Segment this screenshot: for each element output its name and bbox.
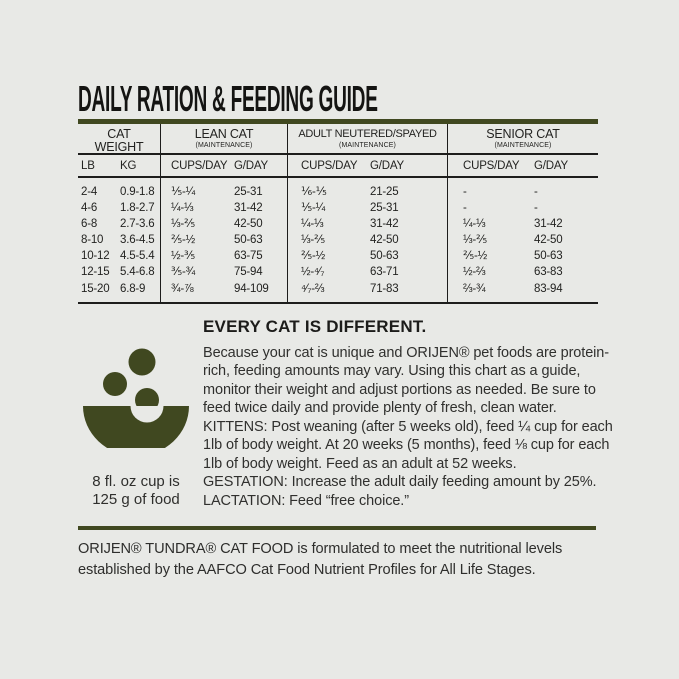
gestation-note: GESTATION: Increase the adult daily feed… <box>203 474 597 491</box>
feeding-table: CAT WEIGHT LEAN CAT (MAINTENANCE) ADULT … <box>78 119 598 304</box>
table-cell: 50-63 <box>234 234 263 247</box>
table-cell: ⁴⁄₇-⅔ <box>287 280 366 302</box>
col-header-lb: LB <box>78 155 118 178</box>
table-cell: - <box>447 178 521 201</box>
info-heading: EVERY CAT IS DIFFERENT. <box>203 316 427 336</box>
table-cell: ⅙-⅕ <box>287 178 366 201</box>
table-cell: 83-94 <box>534 282 563 295</box>
info-text: EVERY CAT IS DIFFERENT. Because your cat… <box>203 317 617 511</box>
table-cell: ⅔-¾ <box>447 280 521 302</box>
table-cell: 2-4 <box>81 186 98 198</box>
page-title: DAILY RATION & FEEDING GUIDE <box>78 78 378 119</box>
table-cell: - <box>447 200 521 217</box>
table-cell: ⅖-½ <box>447 248 521 265</box>
table-cell: 42-50 <box>370 234 399 247</box>
table-cell: ⅗-¾ <box>160 264 224 281</box>
group-label: SENIOR CAT <box>486 127 560 141</box>
table-cell: 42-50 <box>534 234 563 247</box>
table-cell: ¼-⅓ <box>447 216 521 233</box>
col-header-cups: CUPS/DAY <box>287 155 366 178</box>
col-header-gday: G/DAY <box>521 155 598 178</box>
table-cell: ⅖-½ <box>287 248 366 265</box>
table-cell: 15-20 <box>81 282 110 295</box>
group-label: ADULT NEUTERED/SPAYED <box>298 128 437 140</box>
table-cell: ⅕-¼ <box>160 178 224 201</box>
col-header-cups: CUPS/DAY <box>160 155 228 178</box>
table-cell: 63-83 <box>534 266 563 279</box>
table-cell: 42-50 <box>234 218 263 231</box>
info-section: 8 fl. oz cup is 125 g of food EVERY CAT … <box>75 317 613 511</box>
table-cell: 63-75 <box>234 250 263 263</box>
table-cell: ½-⅗ <box>160 248 224 265</box>
lactation-note: LACTATION: Feed “free choice.” <box>203 492 409 509</box>
info-paragraph: Because your cat is unique and ORIJEN® p… <box>203 344 609 417</box>
group-label: LEAN CAT <box>194 127 254 141</box>
table-cell: 10-12 <box>81 250 110 263</box>
table-cell: 4.5-5.4 <box>120 250 155 263</box>
col-header-gday: G/DAY <box>224 155 287 178</box>
cup-note-line2: 125 g of food <box>92 490 180 508</box>
cup-note: 8 fl. oz cup is 125 g of food <box>92 473 180 509</box>
bowl-with-kibble-icon <box>83 348 189 448</box>
table-cell: ⅓-⅖ <box>287 232 366 249</box>
table-cell: ¾-⅞ <box>160 280 224 302</box>
table-cell: ½-⅔ <box>447 264 521 281</box>
table-cell: 1.8-2.7 <box>120 202 155 215</box>
table-cell: 31-42 <box>234 202 263 215</box>
col-group-senior-cat: SENIOR CAT (MAINTENANCE) <box>447 124 598 155</box>
table-cell: ⅓-⅖ <box>160 216 224 233</box>
table-cell: 94-109 <box>234 282 269 295</box>
table-cell: 50-63 <box>370 250 399 263</box>
table-cell: 25-31 <box>370 202 399 215</box>
table-cell: ¼-⅓ <box>160 200 224 217</box>
col-group-adult-neutered: ADULT NEUTERED/SPAYED (MAINTENANCE) <box>287 124 447 155</box>
cup-measure-figure: 8 fl. oz cup is 125 g of food <box>75 317 197 511</box>
table-cell: 3.6-4.5 <box>120 234 155 247</box>
divider-line <box>78 526 596 531</box>
table-cell: ⅖-½ <box>160 232 224 249</box>
cup-note-line1: 8 fl. oz cup is <box>92 472 180 490</box>
group-label: WEIGHT <box>94 140 144 154</box>
table-cell: 0.9-1.8 <box>120 186 155 198</box>
table-cell: 5.4-6.8 <box>120 266 155 279</box>
table-cell: 31-42 <box>534 218 563 231</box>
table-cell: 75-94 <box>234 266 263 279</box>
content-area: DAILY RATION & FEEDING GUIDE CAT WEIGHT … <box>75 78 613 581</box>
table-cell: ½-⁴⁄₇ <box>287 264 366 281</box>
table-cell: 4-6 <box>81 202 98 215</box>
col-header-cups: CUPS/DAY <box>447 155 521 178</box>
group-label: CAT <box>107 127 131 141</box>
table-cell: ¼-⅓ <box>287 216 366 233</box>
col-group-cat-weight: CAT WEIGHT <box>78 124 160 155</box>
table-cell: 12-15 <box>81 266 110 279</box>
table-cell: ⅓-⅖ <box>447 232 521 249</box>
table-cell: - <box>534 186 538 198</box>
table-cell: 6.8-9 <box>120 282 146 295</box>
col-group-lean-cat: LEAN CAT (MAINTENANCE) <box>160 124 287 155</box>
kittens-note: KITTENS: Post weaning (after 5 weeks old… <box>203 418 613 472</box>
group-sublabel: (MAINTENANCE) <box>195 142 253 149</box>
table-cell: 63-71 <box>370 266 399 279</box>
table-cell: 2.7-3.6 <box>120 218 155 231</box>
col-header-gday: G/DAY <box>366 155 447 178</box>
aafco-statement: ORIJEN® TUNDRA® CAT FOOD is formulated t… <box>78 541 563 579</box>
table-cell: 25-31 <box>234 186 263 198</box>
table-cell: 6-8 <box>81 218 98 231</box>
table-cell: - <box>534 202 538 215</box>
col-header-kg: KG <box>118 155 160 178</box>
table-cell: 21-25 <box>370 186 399 198</box>
group-sublabel: (MAINTENANCE) <box>494 142 552 149</box>
table-cell: 50-63 <box>534 250 563 263</box>
table-cell: ⅕-¼ <box>287 200 366 217</box>
table-cell: 71-83 <box>370 282 399 295</box>
table-cell: 8-10 <box>81 234 104 247</box>
group-sublabel: (MAINTENANCE) <box>339 142 396 149</box>
table-cell: 31-42 <box>370 218 399 231</box>
